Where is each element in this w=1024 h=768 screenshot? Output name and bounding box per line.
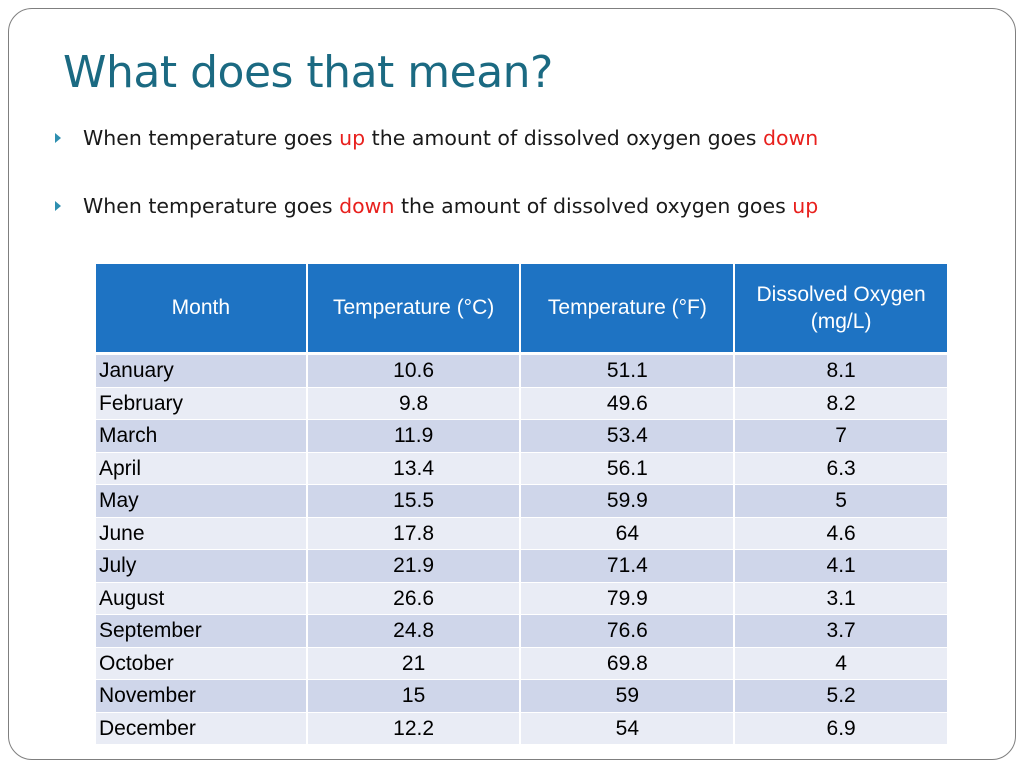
- table-row: October 21 69.8 4: [94, 646, 949, 680]
- cell-month: January: [94, 353, 308, 388]
- cell-temperature-f: 53.4: [519, 419, 736, 453]
- cell-temperature-c: 24.8: [305, 614, 522, 648]
- cell-temperature-f: 64: [519, 516, 736, 550]
- cell-temperature-f: 49.6: [519, 386, 736, 420]
- table-row: July 21.9 71.4 4.1: [94, 549, 949, 583]
- header-month: Month: [94, 264, 308, 355]
- oxygen-temperature-table: Month Temperature (°C) Temperature (°F) …: [94, 264, 949, 745]
- cell-temperature-c: 11.9: [305, 419, 522, 453]
- triangle-bullet-icon: [55, 133, 61, 143]
- cell-temperature-c: 10.6: [305, 353, 522, 388]
- table-row: June 17.8 64 4.6: [94, 516, 949, 550]
- cell-month: March: [94, 419, 308, 453]
- cell-temperature-c: 12.2: [305, 711, 522, 745]
- slide: What does that mean? When temperature go…: [8, 8, 1016, 760]
- cell-dissolved-oxygen: 8.1: [733, 353, 949, 388]
- cell-month: April: [94, 451, 308, 485]
- cell-dissolved-oxygen: 5: [733, 484, 949, 518]
- table-row: February 9.8 49.6 8.2: [94, 386, 949, 420]
- cell-temperature-c: 15.5: [305, 484, 522, 518]
- header-temperature-c: Temperature (°C): [305, 264, 522, 355]
- cell-month: December: [94, 711, 308, 745]
- cell-dissolved-oxygen: 5.2: [733, 679, 949, 713]
- cell-temperature-c: 9.8: [305, 386, 522, 420]
- cell-month: May: [94, 484, 308, 518]
- header-temperature-f: Temperature (°F): [519, 264, 736, 355]
- bullet-text: When temperature goes: [83, 126, 340, 150]
- cell-temperature-f: 71.4: [519, 549, 736, 583]
- table-row: May 15.5 59.9 5: [94, 484, 949, 518]
- table-row: April 13.4 56.1 6.3: [94, 451, 949, 485]
- cell-temperature-f: 76.6: [519, 614, 736, 648]
- cell-temperature-f: 56.1: [519, 451, 736, 485]
- table-row: November 15 59 5.2: [94, 679, 949, 713]
- bullet-text: the amount of dissolved oxygen goes: [365, 126, 763, 150]
- table-row: December 12.2 54 6.9: [94, 711, 949, 745]
- highlighted-word: up: [339, 126, 366, 150]
- cell-dissolved-oxygen: 8.2: [733, 386, 949, 420]
- table-header-row: Month Temperature (°C) Temperature (°F) …: [94, 264, 949, 355]
- cell-temperature-c: 17.8: [305, 516, 522, 550]
- cell-dissolved-oxygen: 3.1: [733, 581, 949, 615]
- bullet-item: When temperature goes down the amount of…: [49, 189, 1009, 223]
- cell-dissolved-oxygen: 3.7: [733, 614, 949, 648]
- table-body: January 10.6 51.1 8.1 February 9.8 49.6 8.2 Marc…: [94, 353, 949, 745]
- bullet-text: When temperature goes: [83, 194, 340, 218]
- table-row: August 26.6 79.9 3.1: [94, 581, 949, 615]
- cell-month: August: [94, 581, 308, 615]
- cell-temperature-c: 26.6: [305, 581, 522, 615]
- bullet-list: When temperature goes up the amount of d…: [49, 121, 1009, 257]
- cell-temperature-c: 21.9: [305, 549, 522, 583]
- slide-title: What does that mean?: [63, 47, 553, 98]
- cell-month: September: [94, 614, 308, 648]
- cell-month: July: [94, 549, 308, 583]
- cell-dissolved-oxygen: 4.6: [733, 516, 949, 550]
- cell-temperature-f: 69.8: [519, 646, 736, 680]
- cell-dissolved-oxygen: 4: [733, 646, 949, 680]
- table-row: January 10.6 51.1 8.1: [94, 353, 949, 388]
- highlighted-word: down: [339, 194, 395, 218]
- cell-temperature-c: 15: [305, 679, 522, 713]
- cell-month: June: [94, 516, 308, 550]
- cell-temperature-f: 59: [519, 679, 736, 713]
- cell-temperature-f: 54: [519, 711, 736, 745]
- cell-dissolved-oxygen: 4.1: [733, 549, 949, 583]
- cell-temperature-c: 21: [305, 646, 522, 680]
- cell-temperature-f: 51.1: [519, 353, 736, 388]
- triangle-bullet-icon: [55, 201, 61, 211]
- cell-temperature-f: 59.9: [519, 484, 736, 518]
- cell-dissolved-oxygen: 7: [733, 419, 949, 453]
- cell-dissolved-oxygen: 6.3: [733, 451, 949, 485]
- cell-temperature-f: 79.9: [519, 581, 736, 615]
- table-row: September 24.8 76.6 3.7: [94, 614, 949, 648]
- header-dissolved-oxygen: Dissolved Oxygen (mg/L): [733, 264, 949, 355]
- table-row: March 11.9 53.4 7: [94, 419, 949, 453]
- highlighted-word: down: [762, 126, 819, 150]
- cell-month: November: [94, 679, 308, 713]
- bullet-text: the amount of dissolved oxygen goes: [394, 194, 793, 218]
- cell-month: October: [94, 646, 308, 680]
- cell-dissolved-oxygen: 6.9: [733, 711, 949, 745]
- cell-month: February: [94, 386, 308, 420]
- bullet-item: When temperature goes up the amount of d…: [49, 121, 1009, 155]
- cell-temperature-c: 13.4: [305, 451, 522, 485]
- highlighted-word: up: [792, 194, 819, 218]
